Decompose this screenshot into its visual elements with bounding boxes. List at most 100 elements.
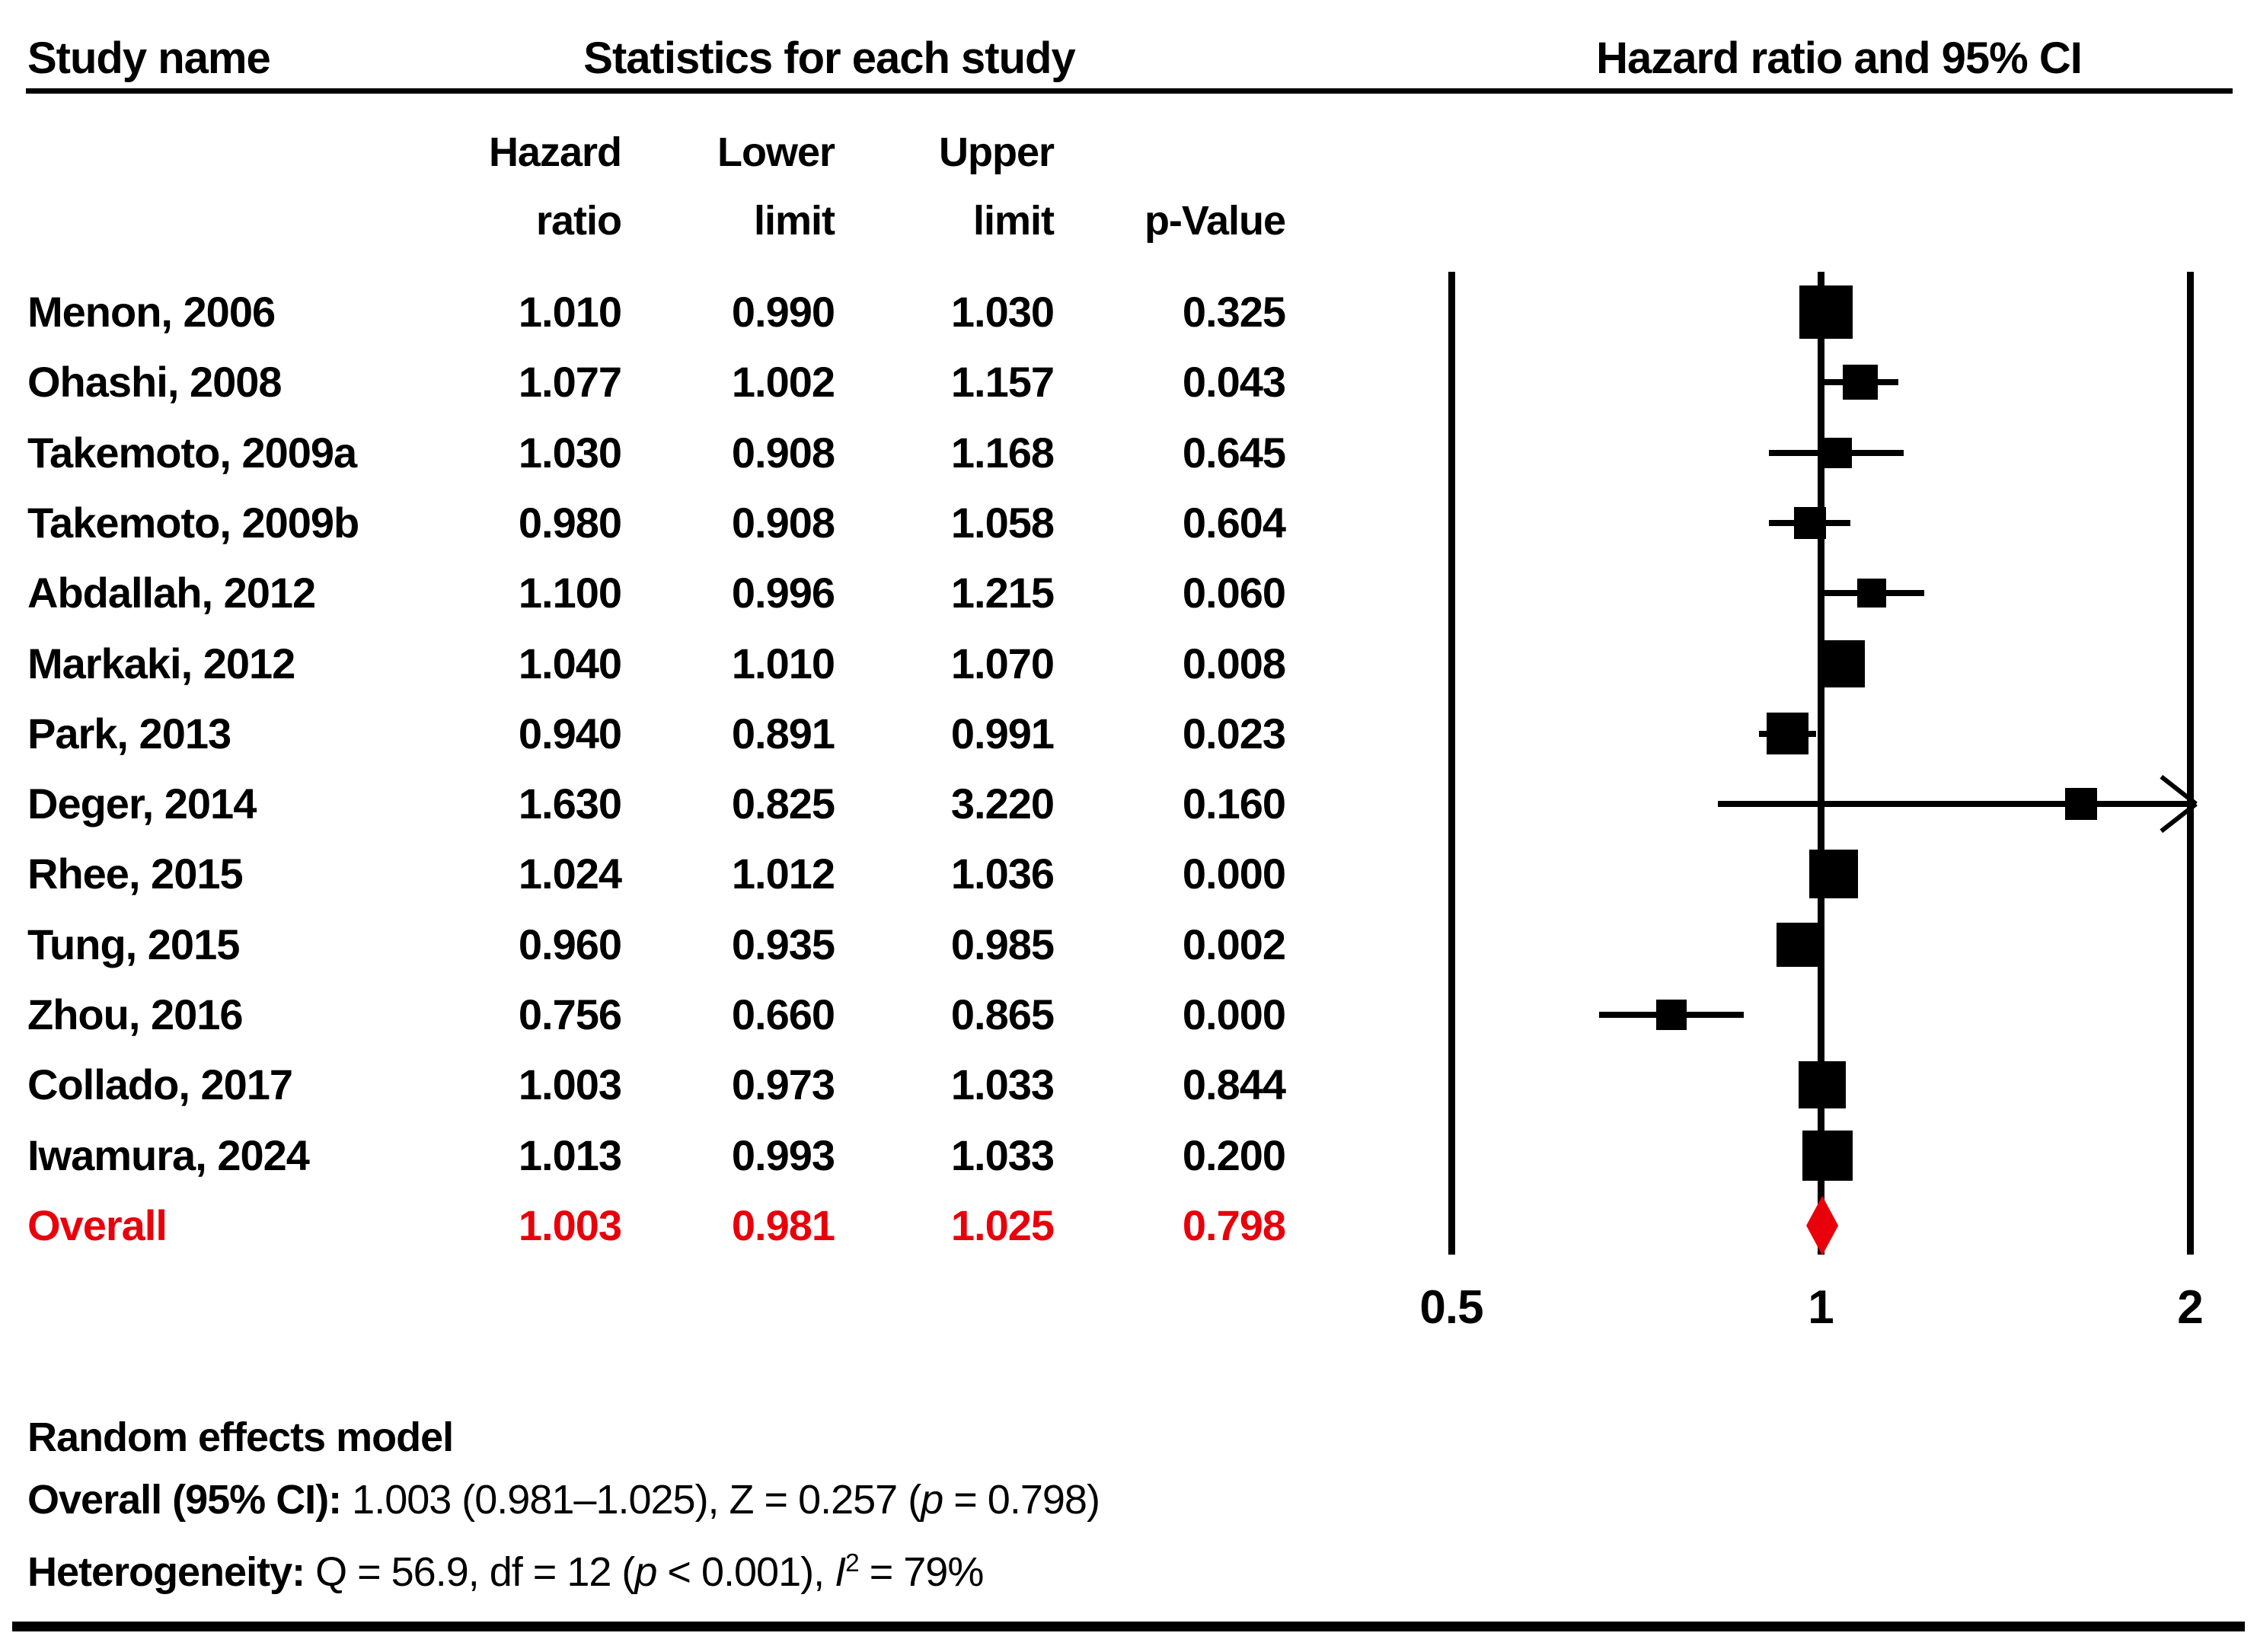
upper-limit-cell: 1.033 [950, 1060, 1055, 1109]
hazard-ratio-cell: 1.024 [518, 850, 622, 898]
effect-size-square [1799, 1061, 1847, 1109]
p-value-cell: 0.060 [1182, 569, 1286, 617]
hazard-ratio-cell: 1.040 [518, 639, 622, 687]
p-value-cell: 0.200 [1182, 1131, 1286, 1179]
upper-limit-cell: 1.058 [950, 498, 1055, 547]
hazard-ratio-cell: 0.960 [518, 920, 622, 968]
effect-size-square [1821, 437, 1852, 468]
lower-limit-cell: 0.908 [731, 428, 835, 477]
i-squared-value: = 79% [858, 1549, 985, 1595]
heterogeneity-p-value: < 0.001), [656, 1549, 835, 1595]
overall-summary-line: Overall (95% CI): 1.003 (0.981–1.025), Z… [27, 1474, 1100, 1526]
hazard-ratio-cell: 1.077 [518, 358, 622, 407]
heterogeneity-q-df: Q = 56.9, df = 12 ( [305, 1549, 635, 1595]
effect-size-square [1842, 365, 1878, 400]
upper-limit-cell: 1.036 [950, 850, 1055, 898]
lower-limit-cell: 0.996 [731, 569, 835, 617]
upper-limit-cell: 1.157 [950, 358, 1055, 407]
upper-limit-cell: 1.025 [950, 1201, 1055, 1249]
hazard-ratio-cell: 1.003 [518, 1201, 622, 1249]
lower-limit-cell: 0.935 [731, 920, 835, 968]
study-name-cell: Iwamura, 2024 [27, 1131, 310, 1179]
p-value-cell: 0.798 [1182, 1201, 1286, 1249]
lower-limit-cell: 0.981 [731, 1201, 835, 1249]
effect-size-square [1656, 1000, 1687, 1030]
model-label-text: Random effects model [27, 1414, 454, 1460]
study-name-cell: Ohashi, 2008 [27, 358, 283, 407]
lower-limit-cell: 1.012 [731, 850, 835, 898]
effect-size-square [1793, 506, 1826, 539]
lower-limit-cell: 0.908 [731, 498, 835, 547]
lower-limit-cell: 0.660 [731, 990, 835, 1038]
effect-size-square [2064, 788, 2097, 821]
i-squared-italic: I [835, 1549, 846, 1595]
effect-size-square [1767, 713, 1809, 755]
column-header-statistics: Statistics for each study [583, 33, 1075, 83]
upper-limit-cell: 1.215 [950, 569, 1055, 617]
effect-size-square [1818, 639, 1866, 687]
study-name-cell: Overall [27, 1201, 168, 1249]
overall-summary-p-italic: p [921, 1477, 943, 1523]
subheader-hazard: Hazard [488, 129, 622, 175]
upper-limit-cell: 1.033 [950, 1131, 1055, 1179]
study-name-cell: Takemoto, 2009b [27, 498, 359, 547]
study-name-cell: Rhee, 2015 [27, 850, 244, 898]
upper-limit-cell: 0.991 [950, 709, 1055, 757]
lower-limit-cell: 0.990 [731, 288, 835, 336]
p-value-cell: 0.000 [1182, 990, 1286, 1038]
p-value-cell: 0.000 [1182, 850, 1286, 898]
p-value-cell: 0.645 [1182, 428, 1286, 477]
reference-line [1818, 272, 1824, 1255]
hazard-ratio-cell: 1.630 [518, 780, 622, 828]
subheader-p-value: p-Value [1144, 198, 1286, 244]
hazard-ratio-cell: 1.010 [518, 288, 622, 336]
axis-line-left [1448, 272, 1455, 1255]
column-header-hazard-ratio-ci: Hazard ratio and 95% CI [1596, 33, 2083, 83]
i-squared-sup: 2 [845, 1549, 860, 1577]
overall-summary-values: 1.003 (0.981–1.025), Z = 0.257 ( [341, 1477, 921, 1523]
subheader-lower: Lower [717, 129, 835, 175]
heterogeneity-line: Heterogeneity: Q = 56.9, df = 12 (p < 0.… [27, 1538, 985, 1598]
column-header-study-name: Study name [27, 33, 271, 83]
upper-limit-cell: 3.220 [950, 780, 1055, 828]
axis-line-right [2187, 272, 2194, 1255]
p-value-cell: 0.008 [1182, 639, 1286, 687]
subheader-upper: Upper [938, 129, 1055, 175]
upper-limit-cell: 1.070 [950, 639, 1055, 687]
p-value-cell: 0.160 [1182, 780, 1286, 828]
effect-size-square [1856, 579, 1886, 608]
effect-size-square [1777, 922, 1821, 967]
lower-limit-cell: 0.825 [731, 780, 835, 828]
hazard-ratio-cell: 1.100 [518, 569, 622, 617]
lower-limit-cell: 0.891 [731, 709, 835, 757]
p-value-cell: 0.325 [1182, 288, 1286, 336]
effect-size-square [1802, 1130, 1853, 1181]
upper-limit-cell: 1.168 [950, 428, 1055, 477]
lower-limit-cell: 0.993 [731, 1131, 835, 1179]
study-name-cell: Deger, 2014 [27, 780, 257, 828]
hazard-ratio-cell: 0.756 [518, 990, 622, 1038]
study-name-cell: Tung, 2015 [27, 920, 240, 968]
study-name-cell: Zhou, 2016 [27, 990, 244, 1038]
subheader-upper-limit: limit [972, 198, 1055, 244]
x-tick-0-5: 0.5 [1419, 1281, 1483, 1334]
ci-whisker [1718, 801, 2192, 808]
x-tick-1: 1 [1808, 1281, 1834, 1334]
lower-limit-cell: 1.010 [731, 639, 835, 687]
p-value-cell: 0.002 [1182, 920, 1286, 968]
p-value-cell: 0.844 [1182, 1060, 1286, 1109]
p-value-cell: 0.604 [1182, 498, 1286, 547]
study-name-cell: Menon, 2006 [27, 288, 276, 336]
overall-summary-p-value: = 0.798) [943, 1477, 1100, 1523]
study-name-cell: Park, 2013 [27, 709, 231, 757]
overall-diamond [1806, 1195, 1839, 1255]
p-value-cell: 0.023 [1182, 709, 1286, 757]
overall-summary-label: Overall (95% CI): [27, 1477, 342, 1523]
study-name-cell: Collado, 2017 [27, 1060, 293, 1109]
x-tick-2: 2 [2177, 1281, 2203, 1334]
study-name-cell: Takemoto, 2009a [27, 428, 357, 477]
upper-limit-cell: 0.865 [950, 990, 1055, 1038]
heterogeneity-label: Heterogeneity: [27, 1549, 305, 1595]
